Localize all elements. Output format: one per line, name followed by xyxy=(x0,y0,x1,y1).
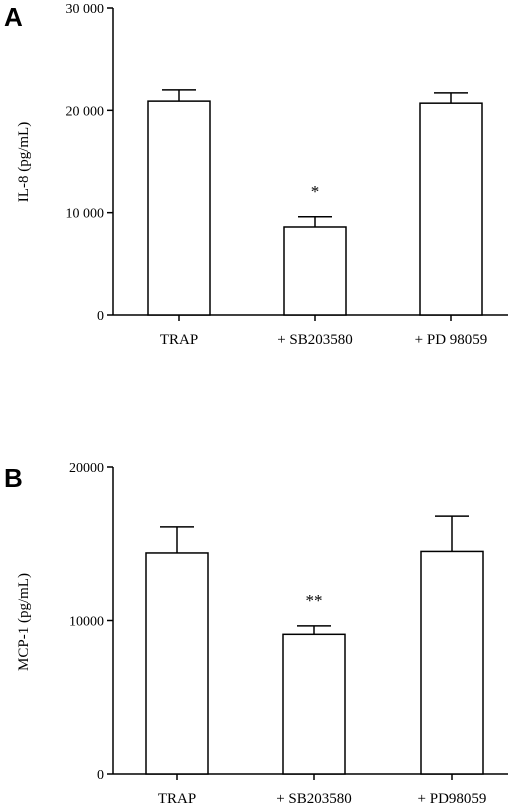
panel-letter-a: A xyxy=(4,2,23,32)
panel-letter-b: B xyxy=(4,463,23,493)
significance-label: ** xyxy=(306,591,323,610)
x-tick-label: TRAP xyxy=(160,332,198,348)
y-axis-label-b: MCP-1 (pg/mL) xyxy=(16,573,32,671)
y-tick-label: 30 000 xyxy=(66,2,105,17)
bar xyxy=(147,100,211,316)
y-tick-label: 20000 xyxy=(69,461,104,476)
y-tick-label: 10 000 xyxy=(66,207,105,222)
bar xyxy=(283,226,347,316)
bar xyxy=(419,102,483,316)
panel-b: B MCP-1 (pg/mL) 0 10000 20000 TRAP + SB20358… xyxy=(4,461,508,806)
y-tick-label: 20 000 xyxy=(66,104,105,119)
x-tick-label: + PD98059 xyxy=(418,791,487,806)
y-tick-label: 10000 xyxy=(69,615,104,630)
significance-label: * xyxy=(311,182,320,201)
y-tick-label: 0 xyxy=(97,768,104,783)
y-axis-label-a: IL-8 (pg/mL) xyxy=(16,122,32,202)
x-tick-label: TRAP xyxy=(158,791,196,806)
x-tick-label: + PD 98059 xyxy=(415,332,488,348)
y-tick-label: 0 xyxy=(97,309,104,324)
bar xyxy=(420,550,484,775)
bar xyxy=(282,633,346,775)
x-tick-label: + SB203580 xyxy=(277,332,353,348)
panel-a: A IL-8 (pg/mL) 0 10 000 20 000 30 000 TRAP + … xyxy=(4,2,508,348)
bar xyxy=(145,552,209,775)
x-tick-label: + SB203580 xyxy=(276,791,352,806)
